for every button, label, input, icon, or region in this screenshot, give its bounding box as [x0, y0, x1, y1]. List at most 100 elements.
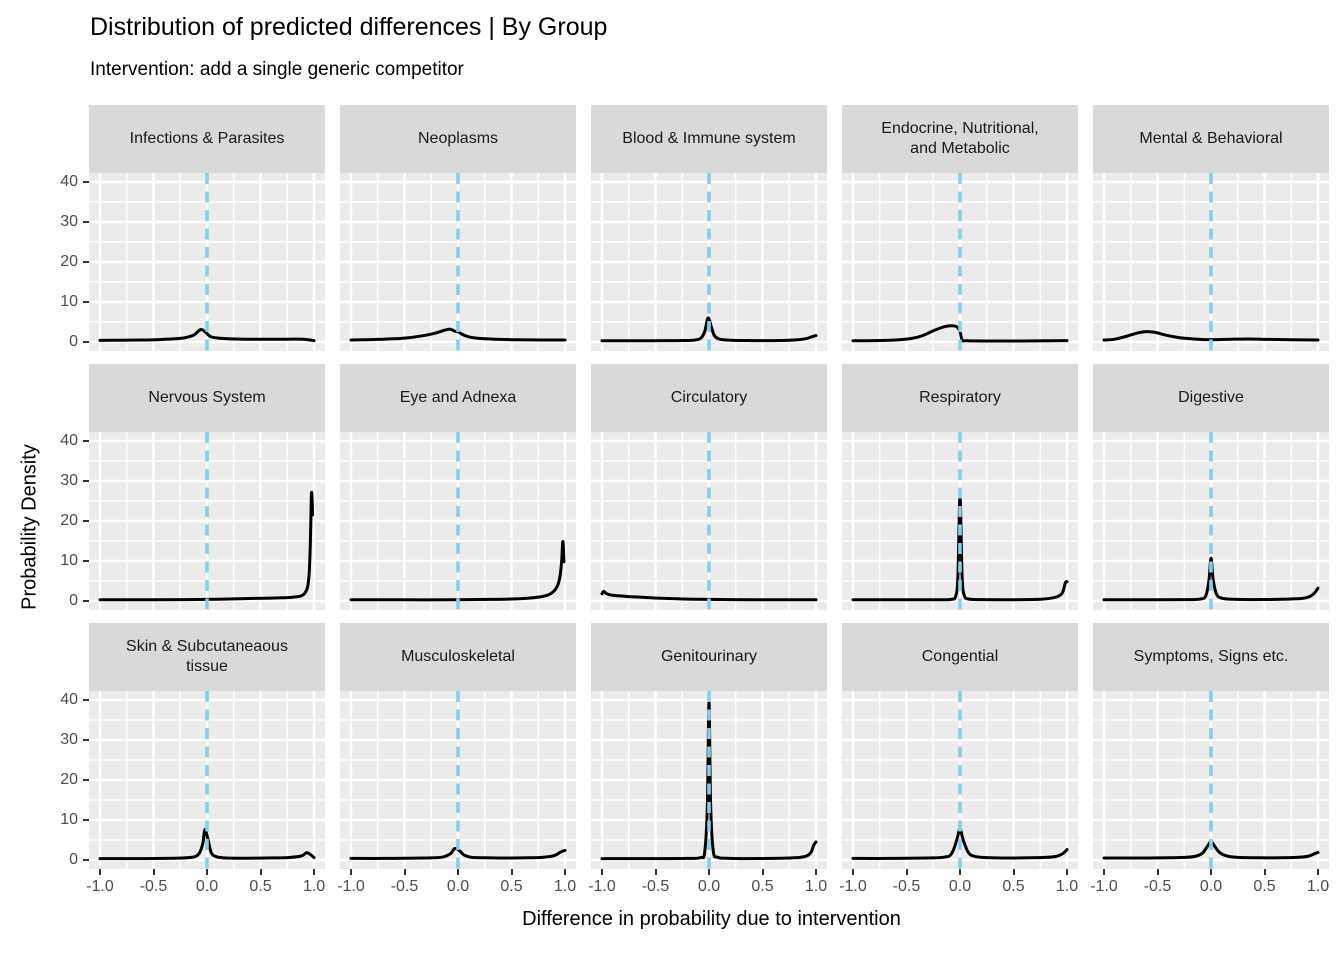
- y-axis-tick-mark: [83, 739, 89, 741]
- x-axis-tick-mark: [708, 869, 710, 875]
- density-panel: [842, 173, 1078, 351]
- x-axis-tick-mark: [99, 869, 101, 875]
- facet-strip-label: Skin & Subcutaneaous tissue: [89, 623, 325, 691]
- x-axis-tick-mark: [1317, 869, 1319, 875]
- x-axis-tick-label: 0.5: [500, 878, 523, 895]
- facet-strip-label: Infections & Parasites: [89, 105, 325, 173]
- facet: Symptoms, Signs etc.: [1093, 623, 1329, 869]
- y-axis-tick-label: 30: [60, 472, 78, 489]
- y-axis-tick-mark: [83, 261, 89, 263]
- x-axis-tick-mark: [654, 869, 657, 875]
- facet: Digestive: [1093, 364, 1329, 610]
- y-axis-tick-mark: [83, 699, 89, 701]
- x-axis-tick-label: -1.0: [1090, 878, 1118, 895]
- density-curve: [98, 328, 316, 343]
- x-axis-tick-mark: [259, 869, 262, 875]
- facet: Neoplasms: [340, 105, 576, 351]
- density-curve: [98, 828, 316, 861]
- density-curve: [349, 327, 567, 342]
- y-axis-tick-label: 10: [60, 552, 78, 569]
- y-axis-tick-mark: [83, 181, 89, 183]
- x-axis-tick-label: -0.5: [139, 878, 168, 895]
- density-panel: [340, 432, 576, 610]
- y-axis-tick-mark: [83, 341, 89, 343]
- x-axis-tick-mark: [1156, 869, 1159, 875]
- density-plot: [842, 691, 1078, 869]
- y-axis-tick-mark: [83, 560, 89, 562]
- y-axis-tick-mark: [83, 819, 89, 821]
- y-axis-tick-label: 40: [60, 691, 78, 708]
- x-axis-tick-label: 0.5: [249, 878, 272, 895]
- density-curve: [851, 324, 1069, 343]
- chart-title: Distribution of predicted differences | …: [90, 13, 608, 41]
- facet: Infections & Parasites: [89, 105, 325, 351]
- facet: Endocrine, Nutritional, and Metabolic: [842, 105, 1078, 351]
- density-curve: [349, 846, 567, 860]
- density-plot: [1093, 432, 1329, 610]
- density-curve: [600, 316, 818, 343]
- density-plot: [340, 432, 576, 610]
- x-axis-tick-mark: [1210, 869, 1212, 875]
- y-axis-tick-mark: [83, 440, 89, 442]
- x-axis-tick-mark: [815, 869, 817, 875]
- x-axis-tick-label: 1.0: [1306, 878, 1330, 895]
- density-panel: [591, 173, 827, 351]
- density-curve: [600, 589, 818, 602]
- density-plot: [340, 691, 576, 869]
- x-axis-tick-mark: [206, 869, 208, 875]
- density-panel: [1093, 691, 1329, 869]
- facet: Musculoskeletal: [340, 623, 576, 869]
- facet-strip-label: Genitourinary: [591, 623, 827, 691]
- facet-strip-label: Mental & Behavioral: [1093, 105, 1329, 173]
- x-axis-tick-mark: [905, 869, 908, 875]
- y-axis-tick-label: 0: [69, 592, 78, 609]
- density-plot: [1093, 691, 1329, 869]
- y-axis-tick-mark: [83, 520, 89, 522]
- density-curve: [851, 827, 1069, 860]
- facet: Respiratory: [842, 364, 1078, 610]
- y-axis-tick-label: 20: [60, 253, 78, 270]
- x-axis-tick-mark: [852, 869, 854, 875]
- x-axis-tick-label: 0.0: [948, 878, 972, 895]
- density-plot: [89, 173, 325, 351]
- density-plot: [591, 173, 827, 351]
- x-axis-tick-mark: [510, 869, 513, 875]
- x-axis-tick-label: -0.5: [1143, 878, 1172, 895]
- density-plot: [89, 691, 325, 869]
- facet-strip-label: Congential: [842, 623, 1078, 691]
- y-axis-tick-label: 10: [60, 811, 78, 828]
- density-panel: [1093, 173, 1329, 351]
- x-axis-tick-mark: [601, 869, 603, 875]
- y-axis-tick-label: 30: [60, 731, 78, 748]
- density-curve: [1102, 840, 1320, 860]
- facet-strip-label: Symptoms, Signs etc.: [1093, 623, 1329, 691]
- density-panel: [591, 432, 827, 610]
- y-axis-tick-label: 40: [60, 173, 78, 190]
- x-axis-tick-label: 0.5: [751, 878, 774, 895]
- x-axis-tick-label: -1.0: [86, 878, 114, 895]
- facet-strip-label: Circulatory: [591, 364, 827, 432]
- x-axis-tick-mark: [313, 869, 315, 875]
- x-axis-tick-label: 1.0: [1055, 878, 1079, 895]
- density-curve: [98, 490, 314, 602]
- x-axis-tick-label: -0.5: [641, 878, 670, 895]
- x-axis-tick-label: -0.5: [892, 878, 921, 895]
- facet: Eye and Adnexa: [340, 364, 576, 610]
- x-axis-tick-label: 0.0: [697, 878, 721, 895]
- x-axis-tick-mark: [761, 869, 764, 875]
- facet-strip-label: Neoplasms: [340, 105, 576, 173]
- y-axis-tick-label: 0: [69, 851, 78, 868]
- x-axis-tick-mark: [457, 869, 459, 875]
- density-plot: [1093, 173, 1329, 351]
- y-axis-tick-mark: [83, 600, 89, 602]
- facet: Congential: [842, 623, 1078, 869]
- density-panel: [89, 173, 325, 351]
- x-axis-tick-label: 1.0: [804, 878, 828, 895]
- y-axis-tick-mark: [83, 480, 89, 482]
- x-axis-tick-mark: [564, 869, 566, 875]
- facet: Skin & Subcutaneaous tissue: [89, 623, 325, 869]
- density-panel: [842, 691, 1078, 869]
- x-axis-tick-label: -1.0: [839, 878, 867, 895]
- facet-strip-label: Respiratory: [842, 364, 1078, 432]
